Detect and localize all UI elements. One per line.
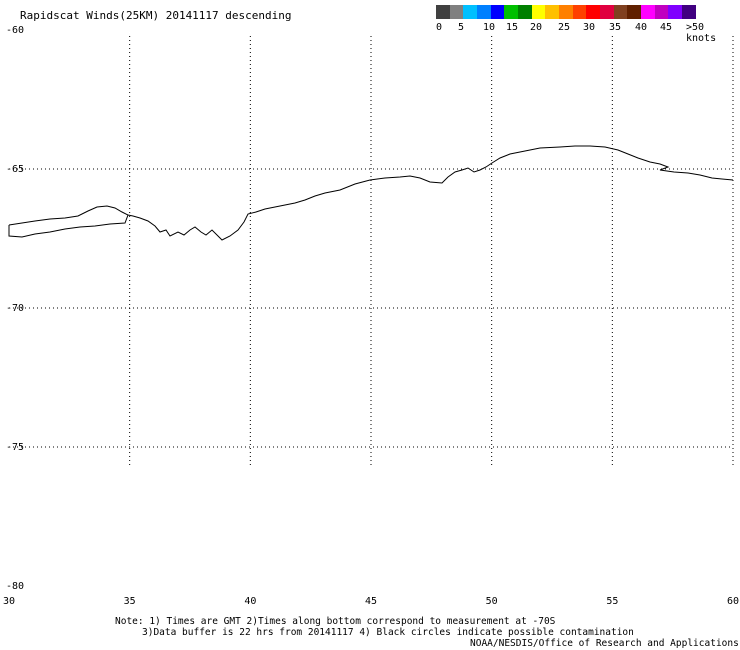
- longitude-label: 45: [365, 596, 378, 607]
- latitude-label: -60: [6, 25, 25, 36]
- colorbar-swatch: [572, 5, 587, 19]
- colorbar-label: 15: [506, 22, 519, 33]
- longitude-label: 55: [606, 596, 619, 607]
- colorbar-label: 25: [558, 22, 571, 33]
- colorbar-swatch: [545, 5, 560, 19]
- longitude-label: 35: [123, 596, 136, 607]
- colorbar-label: 35: [609, 22, 622, 33]
- colorbar-swatch: [449, 5, 464, 19]
- longitude-label: 40: [244, 596, 257, 607]
- colorbar-swatch: [668, 5, 683, 19]
- note-line-2: 3)Data buffer is 22 hrs from 20141117 4)…: [142, 627, 634, 638]
- colorbar-swatch: [477, 5, 491, 19]
- colorbar-label: >50 knots: [686, 22, 717, 44]
- note-line-3: NOAA/NESDIS/Office of Research and Appli…: [470, 638, 739, 649]
- colorbar-label: 45: [660, 22, 673, 33]
- colorbar-swatch: [490, 5, 505, 19]
- colorbar-label: 0: [436, 22, 443, 33]
- colorbar-swatch: [600, 5, 614, 19]
- colorbar-swatch: [531, 5, 546, 19]
- colorbar-swatch: [586, 5, 601, 19]
- graticule: [9, 36, 734, 466]
- colorbar-label: 40: [635, 22, 648, 33]
- latitude-label: -65: [6, 164, 25, 175]
- colorbar-swatch: [463, 5, 478, 19]
- colorbar-swatch: [518, 5, 532, 19]
- antarctic-coastline-west: [8, 214, 129, 238]
- colorbar-label: 5: [458, 22, 465, 33]
- colorbar-swatch: [436, 5, 450, 19]
- map-title: Rapidscat Winds(25KM) 20141117 descendin…: [20, 9, 292, 22]
- latitude-label: -80: [6, 581, 25, 592]
- colorbar-label: 30: [583, 22, 596, 33]
- antarctic-coastline: [8, 145, 734, 241]
- colorbar-swatch: [654, 5, 669, 19]
- colorbar-label: 20: [530, 22, 543, 33]
- latitude-label: -75: [6, 442, 25, 453]
- latitude-label: -70: [6, 303, 25, 314]
- colorbar-swatch: [682, 5, 696, 19]
- colorbar-swatch: [504, 5, 519, 19]
- colorbar-swatch: [613, 5, 628, 19]
- colorbar-swatch: [641, 5, 655, 19]
- longitude-label: 60: [727, 596, 740, 607]
- note-line-1: Note: 1) Times are GMT 2)Times along bot…: [115, 616, 556, 627]
- longitude-label: 50: [485, 596, 498, 607]
- colorbar-label: 10: [483, 22, 496, 33]
- longitude-label: 30: [3, 596, 16, 607]
- colorbar-swatch: [627, 5, 642, 19]
- colorbar-swatch: [559, 5, 573, 19]
- wind-speed-colorbar: [436, 5, 696, 19]
